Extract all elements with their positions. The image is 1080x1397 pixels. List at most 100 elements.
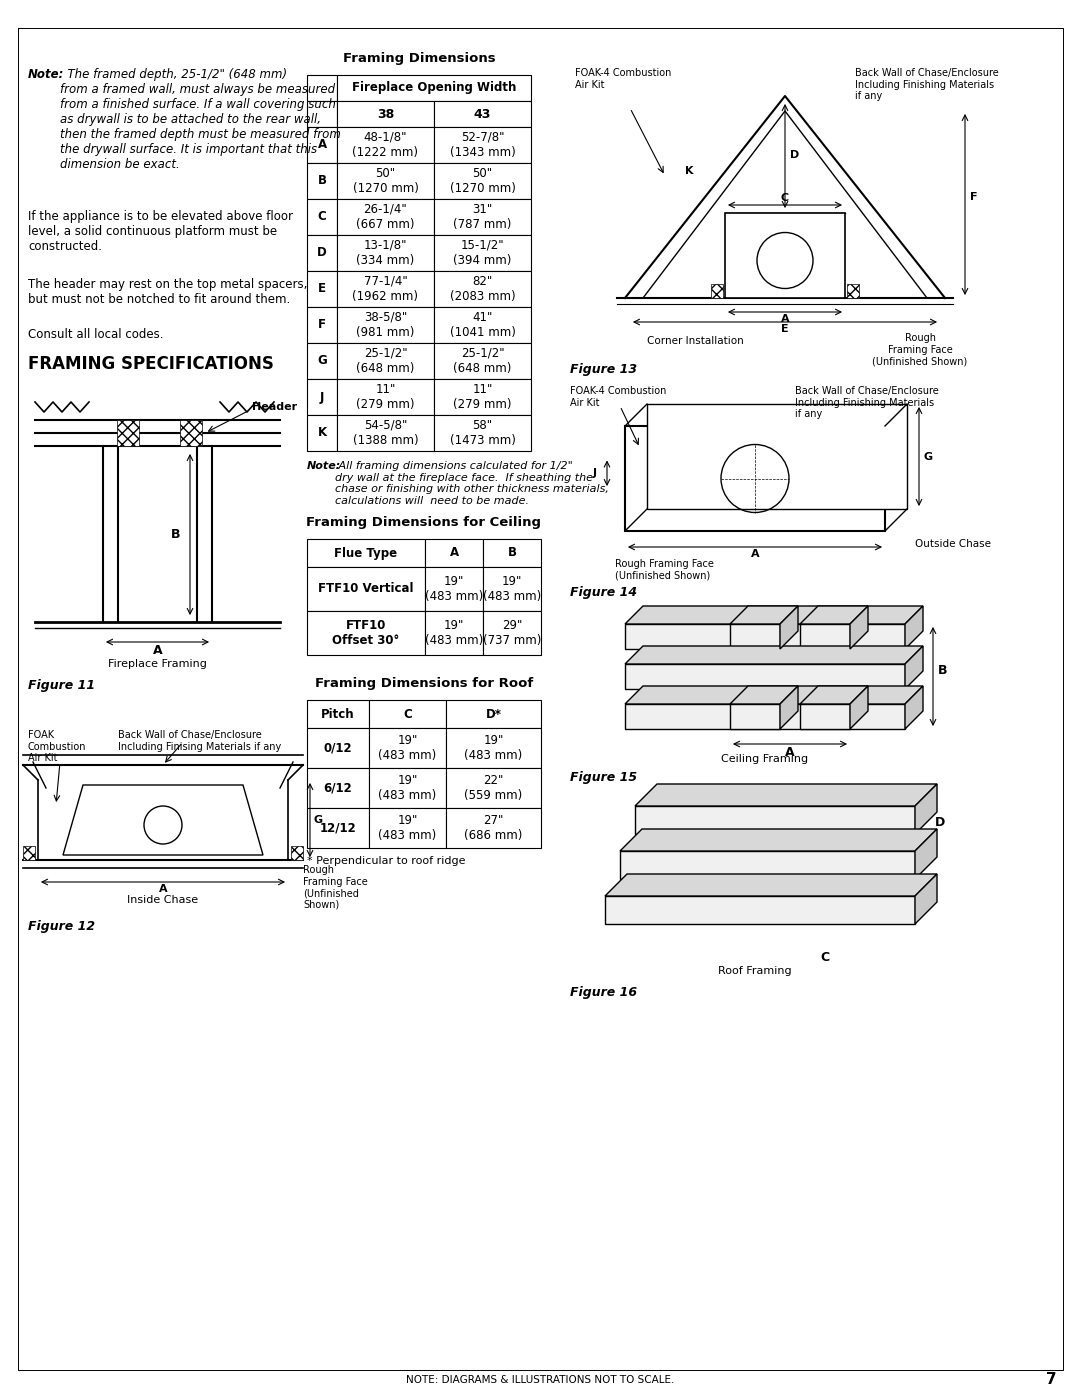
Text: A: A xyxy=(785,746,795,759)
Text: D: D xyxy=(789,149,799,159)
Polygon shape xyxy=(905,686,923,729)
Text: Figure 15: Figure 15 xyxy=(570,771,637,784)
Text: C: C xyxy=(781,193,789,203)
Text: G: G xyxy=(318,355,327,367)
Text: Figure 11: Figure 11 xyxy=(28,679,95,692)
Text: Header: Header xyxy=(252,402,297,412)
Polygon shape xyxy=(625,686,923,704)
Bar xyxy=(307,344,337,379)
Bar xyxy=(307,567,426,610)
Polygon shape xyxy=(915,784,937,834)
Polygon shape xyxy=(605,875,937,895)
Text: Figure 14: Figure 14 xyxy=(570,585,637,599)
Bar xyxy=(434,379,531,415)
Text: 77-1/4"
(1962 mm): 77-1/4" (1962 mm) xyxy=(352,275,419,303)
Bar xyxy=(337,415,434,451)
Bar xyxy=(434,344,531,379)
Text: B: B xyxy=(318,175,326,187)
Bar xyxy=(117,420,139,446)
Bar xyxy=(307,101,337,127)
Text: 29"
(737 mm): 29" (737 mm) xyxy=(483,619,541,647)
Polygon shape xyxy=(730,686,798,704)
Text: 19"
(483 mm): 19" (483 mm) xyxy=(378,814,436,842)
Text: E: E xyxy=(781,324,788,334)
Text: G: G xyxy=(313,814,322,826)
Text: * Perpendicular to roof ridge: * Perpendicular to roof ridge xyxy=(307,856,465,866)
Text: 19"
(483 mm): 19" (483 mm) xyxy=(378,733,436,761)
Text: C: C xyxy=(403,707,411,721)
Polygon shape xyxy=(800,686,868,704)
Bar xyxy=(307,235,337,271)
Bar xyxy=(369,807,446,848)
Text: Framing Dimensions for Ceiling: Framing Dimensions for Ceiling xyxy=(307,515,541,529)
Bar xyxy=(307,163,337,198)
Text: If the appliance is to be elevated above floor
level, a solid continuous platfor: If the appliance is to be elevated above… xyxy=(28,210,293,253)
Text: B: B xyxy=(508,546,516,560)
Text: 41"
(1041 mm): 41" (1041 mm) xyxy=(449,312,515,339)
Text: Fireplace Opening Width: Fireplace Opening Width xyxy=(352,81,516,95)
Text: Figure 12: Figure 12 xyxy=(28,921,95,933)
Text: The framed depth, 25-1/2" (648 mm)
from a framed wall, must always be measured
f: The framed depth, 25-1/2" (648 mm) from … xyxy=(60,68,341,170)
Bar xyxy=(307,807,369,848)
Bar xyxy=(434,127,531,163)
Polygon shape xyxy=(850,606,868,650)
Text: A: A xyxy=(159,884,167,894)
Bar xyxy=(426,539,483,567)
Text: A: A xyxy=(781,314,789,324)
Bar xyxy=(446,807,541,848)
Bar xyxy=(426,610,483,655)
Text: NOTE: DIAGRAMS & ILLUSTRATIONS NOT TO SCALE.: NOTE: DIAGRAMS & ILLUSTRATIONS NOT TO SC… xyxy=(406,1375,674,1384)
Bar xyxy=(307,379,337,415)
Bar xyxy=(625,426,885,531)
Bar xyxy=(800,624,850,650)
Text: A: A xyxy=(449,546,459,560)
Bar xyxy=(730,704,780,729)
Text: K: K xyxy=(318,426,326,440)
Text: 19"
(483 mm): 19" (483 mm) xyxy=(483,576,541,604)
Text: FOAK
Combustion
Air Kit: FOAK Combustion Air Kit xyxy=(28,731,86,763)
Bar xyxy=(426,567,483,610)
Bar xyxy=(620,851,915,879)
Text: Figure 13: Figure 13 xyxy=(570,363,637,376)
Bar xyxy=(337,198,434,235)
Text: 27"
(686 mm): 27" (686 mm) xyxy=(464,814,523,842)
Bar xyxy=(23,847,35,861)
Bar xyxy=(307,610,426,655)
Text: Framing Dimensions for Roof: Framing Dimensions for Roof xyxy=(315,678,534,690)
Text: B: B xyxy=(172,528,180,541)
Text: FOAK-4 Combustion
Air Kit: FOAK-4 Combustion Air Kit xyxy=(570,386,666,408)
Text: 19"
(483 mm): 19" (483 mm) xyxy=(424,576,483,604)
Polygon shape xyxy=(625,645,923,664)
Text: Pitch: Pitch xyxy=(321,707,355,721)
Text: D: D xyxy=(318,246,327,260)
Bar xyxy=(307,127,337,163)
Text: 52-7/8"
(1343 mm): 52-7/8" (1343 mm) xyxy=(449,131,515,159)
Text: 82"
(2083 mm): 82" (2083 mm) xyxy=(449,275,515,303)
Bar xyxy=(337,101,434,127)
Text: 26-1/4"
(667 mm): 26-1/4" (667 mm) xyxy=(356,203,415,231)
Polygon shape xyxy=(63,785,264,855)
Text: G: G xyxy=(924,451,933,461)
Polygon shape xyxy=(625,606,923,624)
Polygon shape xyxy=(780,606,798,650)
Text: Figure 16: Figure 16 xyxy=(570,986,637,999)
Bar xyxy=(369,768,446,807)
Bar xyxy=(337,271,434,307)
Bar xyxy=(625,704,905,729)
Bar xyxy=(647,404,907,509)
Text: 25-1/2"
(648 mm): 25-1/2" (648 mm) xyxy=(356,346,415,374)
Text: All framing dimensions calculated for 1/2"
dry wall at the fireplace face.  If s: All framing dimensions calculated for 1/… xyxy=(335,461,609,506)
Text: Rough
Framing Face
(Unfinished Shown): Rough Framing Face (Unfinished Shown) xyxy=(873,332,968,366)
Bar xyxy=(337,163,434,198)
Text: 15-1/2"
(394 mm): 15-1/2" (394 mm) xyxy=(454,239,512,267)
Text: E: E xyxy=(318,282,326,296)
Bar xyxy=(446,728,541,768)
Polygon shape xyxy=(780,686,798,729)
Text: Flue Type: Flue Type xyxy=(335,546,397,560)
Text: 43: 43 xyxy=(474,108,491,120)
Text: A: A xyxy=(318,138,326,151)
Polygon shape xyxy=(915,875,937,923)
Text: A: A xyxy=(152,644,162,657)
Polygon shape xyxy=(905,645,923,689)
Text: FRAMING SPECIFICATIONS: FRAMING SPECIFICATIONS xyxy=(28,355,274,373)
